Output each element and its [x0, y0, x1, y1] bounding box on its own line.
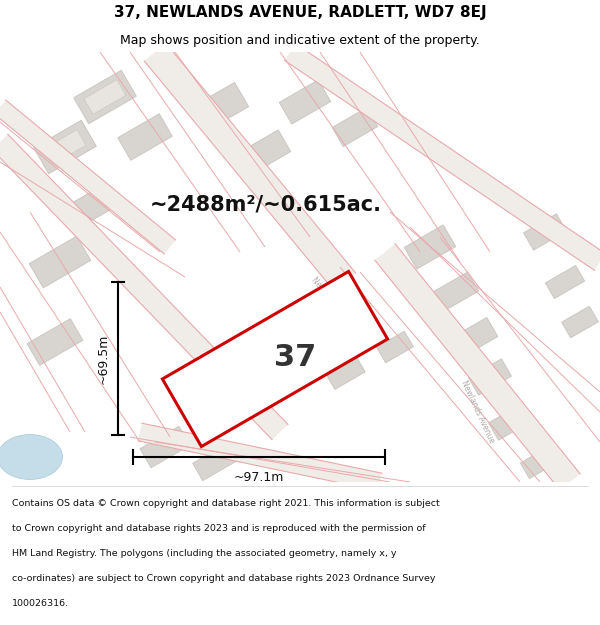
Bar [64, 185, 116, 229]
Bar [325, 354, 365, 389]
Bar [452, 318, 498, 356]
Bar [545, 266, 584, 299]
Ellipse shape [0, 434, 62, 479]
Text: to Crown copyright and database rights 2023 and is reproduced with the permissio: to Crown copyright and database rights 2… [12, 524, 425, 533]
Text: ~69.5m: ~69.5m [97, 333, 110, 384]
Bar [140, 426, 190, 468]
Polygon shape [138, 423, 382, 491]
Text: HM Land Registry. The polygons (including the associated geometry, namely x, y: HM Land Registry. The polygons (includin… [12, 549, 397, 558]
Text: Newlands Avenue: Newlands Avenue [460, 379, 496, 445]
Bar [34, 120, 97, 174]
Bar [84, 80, 126, 114]
Bar [191, 82, 248, 132]
Text: Map shows position and indicative extent of the property.: Map shows position and indicative extent… [120, 34, 480, 47]
Bar [193, 443, 238, 481]
Text: co-ordinates) are subject to Crown copyright and database rights 2023 Ordnance S: co-ordinates) are subject to Crown copyr… [12, 574, 436, 583]
Bar [337, 306, 373, 338]
Text: Newlands Avenue: Newlands Avenue [310, 275, 361, 333]
Polygon shape [0, 134, 288, 439]
Bar [291, 330, 319, 354]
Text: ~2488m²/~0.615ac.: ~2488m²/~0.615ac. [150, 194, 382, 214]
Bar [404, 225, 456, 269]
Polygon shape [375, 244, 580, 490]
Bar [562, 306, 598, 338]
Text: 37, NEWLANDS AVENUE, RADLETT, WD7 8EJ: 37, NEWLANDS AVENUE, RADLETT, WD7 8EJ [113, 6, 487, 21]
Bar [29, 236, 91, 288]
Bar [279, 80, 331, 124]
Bar [118, 114, 172, 160]
Bar [488, 404, 532, 440]
Polygon shape [144, 43, 356, 291]
Text: ~97.1m: ~97.1m [234, 471, 284, 484]
Bar [332, 107, 378, 146]
Bar [44, 130, 86, 164]
Bar [74, 70, 136, 124]
Text: 37: 37 [274, 342, 316, 371]
Polygon shape [0, 100, 176, 254]
Bar [239, 130, 291, 174]
Bar [524, 214, 566, 250]
Bar [431, 272, 479, 312]
Text: Contains OS data © Crown copyright and database right 2021. This information is : Contains OS data © Crown copyright and d… [12, 499, 440, 508]
Bar [283, 323, 327, 361]
Bar [469, 359, 511, 395]
Bar [27, 319, 83, 366]
Bar [520, 446, 560, 479]
Polygon shape [163, 271, 388, 446]
Bar [377, 331, 413, 362]
Polygon shape [284, 44, 600, 270]
Text: 100026316.: 100026316. [12, 599, 69, 608]
